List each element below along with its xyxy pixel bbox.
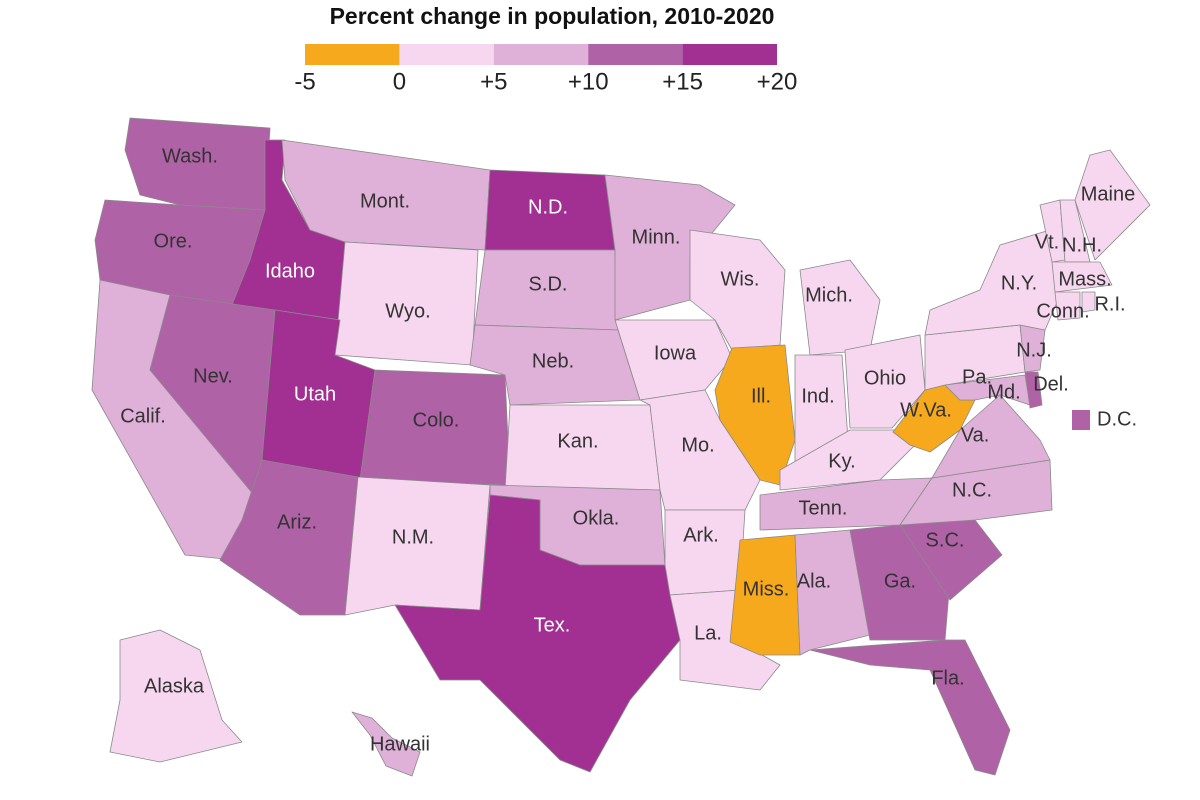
state-label: Mo. <box>681 434 714 456</box>
state-label: Iowa <box>654 342 697 364</box>
state-label: Del. <box>1033 373 1069 395</box>
state-label: Wyo. <box>385 300 430 322</box>
legend-tick-label: +10 <box>568 68 609 95</box>
state-label: Colo. <box>413 409 460 431</box>
state-label: Kan. <box>557 430 598 452</box>
state-label: Idaho <box>265 260 315 282</box>
state-shape <box>729 534 801 656</box>
state-label: Maine <box>1081 183 1135 205</box>
state-label: N.Y. <box>1001 272 1037 294</box>
state-shape <box>109 629 243 763</box>
state-label: D.C. <box>1097 408 1137 430</box>
state-label: Hawaii <box>370 733 430 755</box>
legend-tick-label: 0 <box>393 68 406 95</box>
state-label: Tex. <box>534 614 571 636</box>
state-label: Wis. <box>721 268 760 290</box>
state-label: Tenn. <box>799 497 848 519</box>
state-shape <box>1081 291 1096 313</box>
state-shape <box>931 394 1051 479</box>
state-label: Utah <box>294 383 336 405</box>
state-label: N.D. <box>528 196 568 218</box>
state-label: Vt. <box>1035 231 1059 253</box>
state-label: Neb. <box>532 350 574 372</box>
state-shape <box>944 374 1031 406</box>
state-label: Minn. <box>632 226 681 248</box>
state-shape <box>809 639 1011 776</box>
state-shape <box>794 529 871 656</box>
state-shape <box>1051 261 1113 293</box>
state-label: Ill. <box>751 385 771 407</box>
legend-tick-label: +5 <box>480 68 507 95</box>
state-label: W.Va. <box>900 399 952 421</box>
legend-swatch <box>493 44 589 65</box>
state-shape <box>1054 291 1081 321</box>
legend-tick-label: +20 <box>757 68 798 95</box>
legend-swatch <box>1072 410 1090 430</box>
map-title: Percent change in population, 2010-2020 <box>330 3 775 29</box>
states <box>91 117 1151 777</box>
legend-swatch <box>682 44 777 65</box>
state-label: Conn. <box>1036 300 1089 322</box>
state-label: N.M. <box>392 526 434 548</box>
legend-swatch <box>305 44 400 65</box>
state-label: Ariz. <box>277 511 317 533</box>
state-label: Ga. <box>884 570 916 592</box>
state-shape <box>614 319 733 401</box>
state-label: Ala. <box>797 570 831 592</box>
state-shape <box>899 459 1053 526</box>
state-label: Okla. <box>573 507 620 529</box>
state-label: N.H. <box>1062 234 1102 256</box>
state-label: Ind. <box>801 385 834 407</box>
legend-tick-label: -5 <box>294 68 315 95</box>
state-label: N.J. <box>1016 339 1052 361</box>
state-label: Mont. <box>360 190 410 212</box>
state-shape <box>1074 149 1151 261</box>
state-label: Miss. <box>743 578 790 600</box>
state-shape <box>714 344 796 486</box>
state-label: S.C. <box>926 529 965 551</box>
state-label: R.I. <box>1094 293 1125 315</box>
state-label: Mich. <box>805 284 853 306</box>
state-label: Wash. <box>162 145 218 167</box>
state-label: S.D. <box>529 273 568 295</box>
state-shape <box>664 509 746 596</box>
state-label: Ark. <box>683 524 719 546</box>
state-label: N.C. <box>952 479 992 501</box>
state-label: Alaska <box>144 675 205 697</box>
legend-tick-label: +15 <box>662 68 703 95</box>
state-label: La. <box>694 622 722 644</box>
state-shape <box>351 711 421 777</box>
state-label: Pa. <box>962 366 992 388</box>
state-shape <box>799 259 881 356</box>
legend-swatch <box>399 44 494 65</box>
state-label: Md. <box>987 381 1020 403</box>
state-label: Calif. <box>120 405 166 427</box>
state-label: Ohio <box>864 367 906 389</box>
state-label: Fla. <box>931 667 964 689</box>
state-label: Nev. <box>193 365 233 387</box>
legend: -5 0 +5 +10 +15 +20 <box>294 44 797 95</box>
state-shape <box>1024 371 1043 409</box>
state-shape <box>844 334 926 429</box>
state-label: Ky. <box>828 450 855 472</box>
state-shape <box>394 494 681 773</box>
state-labels: Wash. Ore. Idaho Mont. Wyo. N.D. S.D. Neb. Calif… <box>120 145 1137 755</box>
state-label: Va. <box>961 424 990 446</box>
legend-swatch <box>588 44 683 65</box>
state-label: Mass. <box>1058 268 1111 290</box>
state-label: Ore. <box>154 230 193 252</box>
